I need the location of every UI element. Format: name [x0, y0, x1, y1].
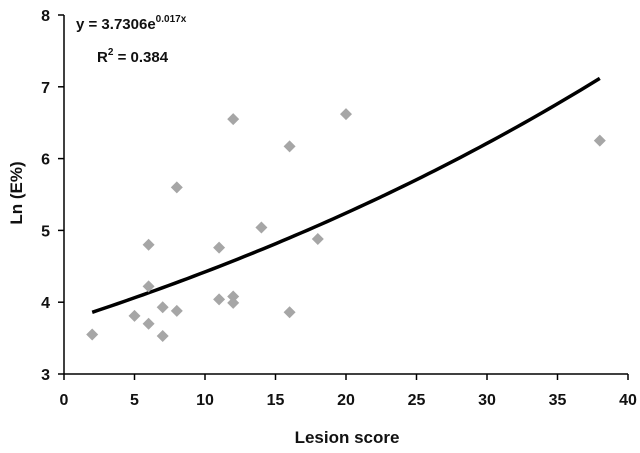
y-tick-label: 5 — [41, 223, 50, 240]
data-point — [593, 134, 606, 147]
data-point — [340, 108, 352, 121]
x-axis-title: Lesion score — [295, 428, 400, 447]
data-point — [213, 293, 226, 306]
x-tick-label: 20 — [337, 392, 355, 409]
x-tick-label: 10 — [196, 392, 214, 409]
data-point — [283, 140, 296, 153]
y-tick-label: 6 — [41, 152, 50, 169]
x-tick-label: 15 — [267, 392, 285, 409]
plot-area: 0 5 10 15 20 25 30 35 40 3 4 5 6 7 8 — [41, 8, 637, 409]
y-axis-title: Ln (E%) — [7, 161, 26, 224]
x-tick-label: 25 — [408, 392, 426, 409]
y-tick-label: 7 — [41, 80, 50, 97]
x-tick-label: 35 — [549, 392, 567, 409]
data-point — [142, 317, 155, 330]
data-point — [156, 301, 169, 314]
data-point — [227, 113, 240, 126]
trendline — [91, 76, 601, 314]
data-point — [311, 233, 324, 246]
data-point — [213, 241, 226, 254]
y-tick-label: 3 — [41, 367, 50, 384]
x-tick-label: 40 — [619, 392, 637, 409]
y-tick-label: 4 — [41, 295, 50, 312]
data-point — [128, 309, 141, 322]
data-point — [142, 280, 155, 293]
x-tick-label: 0 — [60, 392, 69, 409]
data-point — [170, 181, 183, 194]
x-tick-label: 30 — [478, 392, 496, 409]
data-point — [156, 329, 169, 342]
trendline-equation: y = 3.7306e0.017x — [76, 14, 187, 33]
data-point — [227, 290, 240, 303]
y-tick-label: 8 — [41, 8, 50, 25]
data-point — [227, 296, 240, 309]
x-tick-label: 5 — [130, 392, 139, 409]
data-point — [86, 328, 99, 341]
r-squared-label: R2 = 0.384 — [97, 47, 169, 66]
data-point — [283, 306, 296, 319]
data-point — [255, 221, 268, 234]
data-point — [142, 238, 155, 251]
data-point — [170, 304, 183, 317]
